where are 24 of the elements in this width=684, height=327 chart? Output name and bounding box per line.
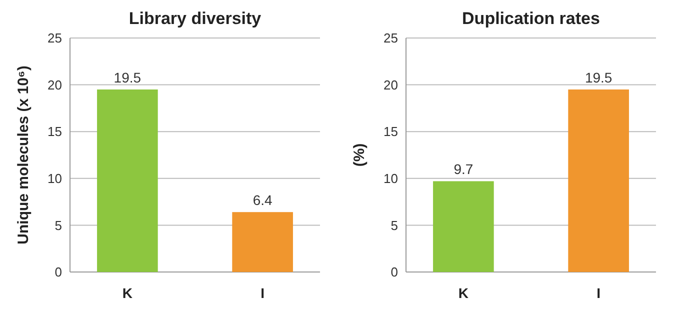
y-tick-label: 5 (390, 218, 398, 233)
y-tick-label: 20 (384, 77, 398, 92)
data-label: 19.5 (114, 69, 142, 86)
y-tick-label: 0 (390, 264, 398, 280)
data-label: 19.5 (584, 69, 612, 86)
y-tick-label: 5 (54, 218, 62, 233)
data-label: 6.4 (252, 192, 273, 208)
y-tick-label: 10 (48, 170, 62, 186)
y-tick-label: 25 (384, 30, 398, 46)
y-tick-label: 10 (384, 170, 398, 186)
y-axis-title: Unique molecules (x 10⁶) (15, 66, 32, 244)
y-tick-label: 15 (384, 124, 398, 140)
x-tick-label: K (122, 285, 132, 301)
y-tick-label: 0 (54, 264, 62, 280)
x-tick-label: I (260, 285, 265, 301)
x-tick-label: K (458, 285, 468, 301)
x-tick-label: I (596, 285, 601, 301)
chart-title: Duplication rates (462, 9, 600, 28)
y-tick-label: 15 (48, 124, 62, 140)
y-axis-title: (%) (351, 143, 368, 167)
y-tick-label: 20 (48, 77, 62, 92)
data-label: 9.7 (454, 161, 474, 178)
chart-title: Library diversity (128, 9, 262, 28)
y-tick-label: 25 (48, 30, 62, 46)
